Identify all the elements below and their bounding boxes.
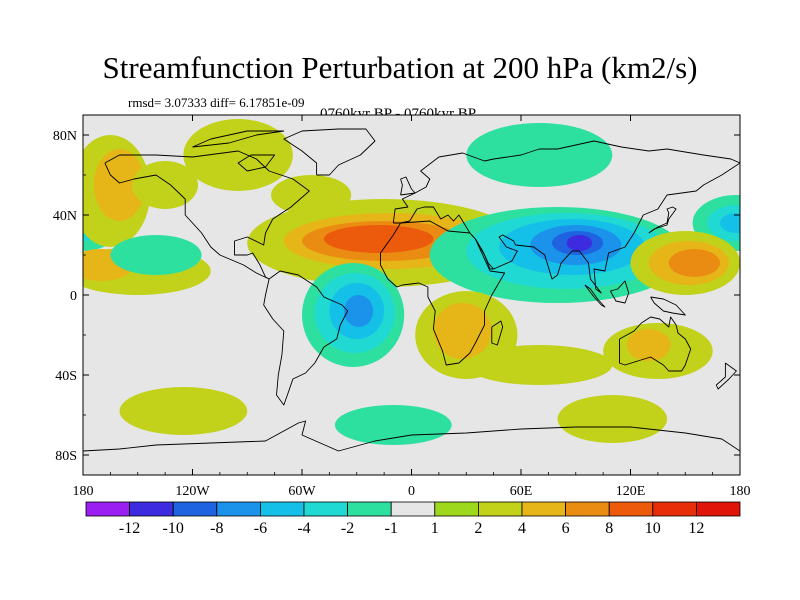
field-blob	[323, 225, 434, 253]
coastline	[237, 154, 276, 172]
colorbar-label: 2	[474, 520, 482, 537]
field-blob	[344, 295, 374, 327]
field-blob	[132, 161, 199, 209]
colorbar-box	[434, 501, 479, 517]
colorbar-box	[390, 501, 436, 517]
field-blob	[557, 395, 668, 443]
coastline	[650, 296, 686, 316]
y-tick-label: 40N	[53, 209, 77, 224]
coastline	[263, 270, 349, 406]
colorbar-label: 12	[688, 520, 704, 537]
y-tick-label: 40S	[55, 369, 77, 384]
coastline	[192, 130, 285, 148]
field-blob	[466, 345, 613, 385]
y-tick-label: 80N	[53, 129, 77, 144]
colorbar-label: -10	[163, 520, 184, 537]
colorbar-box	[347, 501, 392, 517]
coastline	[648, 206, 677, 234]
streamfunction-field	[83, 115, 740, 475]
colorbar-label: -12	[119, 520, 140, 537]
x-tick-label: 180	[73, 484, 94, 499]
colorbar-label: -6	[254, 520, 267, 537]
coastline	[392, 140, 740, 294]
colorbar-label: -8	[210, 520, 223, 537]
colorbar-box	[696, 501, 741, 517]
coastline	[475, 238, 494, 270]
field-blob	[183, 119, 293, 191]
coastline	[283, 128, 376, 176]
colorbar-box	[216, 501, 261, 517]
colorbar-box	[172, 501, 218, 517]
coastline	[400, 176, 416, 196]
colorbar-label: 10	[645, 520, 661, 537]
x-tick-label: 60W	[288, 484, 316, 499]
colorbar: -12 -10 -8 -6 -4 -2 -1 1 2 4 6 8 10 12	[85, 501, 741, 537]
x-tick-label: 60E	[510, 484, 533, 499]
colorbar-box	[652, 501, 697, 517]
colorbar-box	[259, 501, 305, 517]
colorbar-label: 4	[518, 520, 526, 537]
x-tick-label: 120E	[616, 484, 646, 499]
coastline	[83, 420, 740, 452]
coastline	[715, 362, 737, 390]
y-tick-label: 0	[70, 289, 77, 304]
field-blob	[566, 235, 593, 251]
stats-label: rmsd= 3.07333 diff= 6.17851e-09	[128, 95, 305, 110]
x-tick-label: 180	[730, 484, 751, 499]
coastlines	[83, 128, 740, 452]
coastline	[380, 220, 506, 366]
colorbar-box	[521, 501, 566, 517]
x-tick-label: 120W	[175, 484, 210, 499]
colorbar-box	[477, 501, 523, 517]
coastline	[584, 284, 606, 308]
colorbar-label: -4	[297, 520, 310, 537]
field-blob	[720, 213, 740, 233]
colorbar-label: 6	[562, 520, 570, 537]
colorbar-label: -1	[385, 520, 398, 537]
colorbar-box	[129, 501, 174, 517]
colorbar-box	[565, 501, 610, 517]
field-blob	[119, 387, 248, 435]
field-blob	[466, 123, 613, 187]
chart-title: Streamfunction Perturbation at 200 hPa (…	[102, 50, 698, 85]
field-blob	[271, 175, 352, 215]
coastline	[491, 320, 504, 346]
map-axes: 180 120W 60W 0 60E 120E 180 80N 40N 0 40S 80S	[53, 115, 751, 499]
colorbar-label: 8	[605, 520, 613, 537]
field-blob	[626, 329, 671, 361]
y-tick-label: 80S	[55, 449, 77, 464]
field-blob	[668, 249, 721, 277]
x-tick-label: 0	[408, 484, 415, 499]
field-blob	[110, 235, 202, 275]
colorbar-box	[85, 501, 130, 517]
field-blob	[334, 405, 452, 445]
colorbar-label: 1	[431, 520, 439, 537]
colorbar-box	[608, 501, 654, 517]
colorbar-label: -2	[341, 520, 354, 537]
coastline	[619, 316, 692, 372]
field-blob	[433, 303, 492, 359]
colorbar-box	[303, 501, 348, 517]
coastline	[610, 280, 630, 304]
